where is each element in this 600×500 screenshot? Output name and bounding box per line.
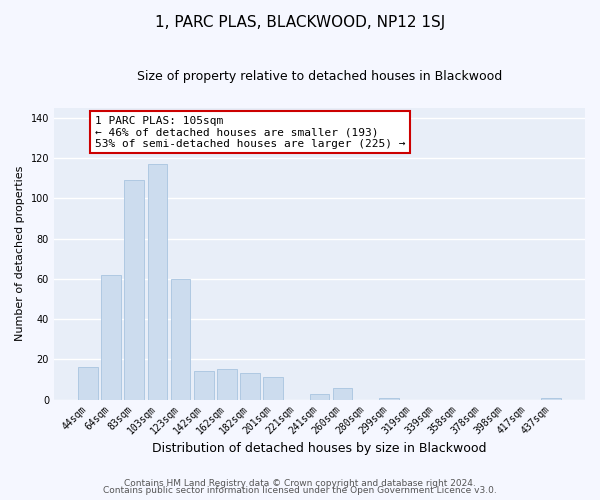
Title: Size of property relative to detached houses in Blackwood: Size of property relative to detached ho… bbox=[137, 70, 502, 83]
Bar bbox=[217, 370, 236, 400]
Bar bbox=[101, 275, 121, 400]
Bar bbox=[170, 279, 190, 400]
Bar bbox=[263, 378, 283, 400]
Bar bbox=[240, 374, 260, 400]
Text: 1, PARC PLAS, BLACKWOOD, NP12 1SJ: 1, PARC PLAS, BLACKWOOD, NP12 1SJ bbox=[155, 15, 445, 30]
Bar bbox=[333, 388, 352, 400]
Bar bbox=[310, 394, 329, 400]
Text: Contains HM Land Registry data © Crown copyright and database right 2024.: Contains HM Land Registry data © Crown c… bbox=[124, 478, 476, 488]
Bar bbox=[194, 372, 214, 400]
Bar bbox=[148, 164, 167, 400]
Bar bbox=[78, 368, 98, 400]
Y-axis label: Number of detached properties: Number of detached properties bbox=[15, 166, 25, 342]
Text: Contains public sector information licensed under the Open Government Licence v3: Contains public sector information licen… bbox=[103, 486, 497, 495]
Bar bbox=[541, 398, 561, 400]
X-axis label: Distribution of detached houses by size in Blackwood: Distribution of detached houses by size … bbox=[152, 442, 487, 455]
Bar bbox=[124, 180, 144, 400]
Text: 1 PARC PLAS: 105sqm
← 46% of detached houses are smaller (193)
53% of semi-detac: 1 PARC PLAS: 105sqm ← 46% of detached ho… bbox=[95, 116, 406, 149]
Bar bbox=[379, 398, 399, 400]
